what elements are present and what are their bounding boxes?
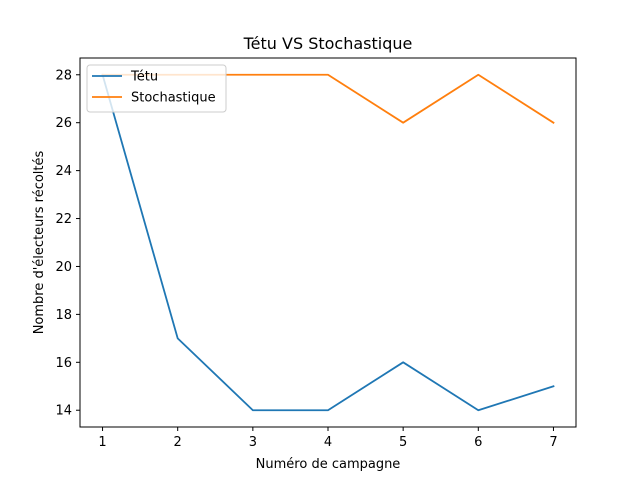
legend-entries: Tétu Stochastique (92, 70, 216, 106)
y-tick-label: 14 (55, 404, 72, 419)
x-tick-label: 4 (324, 435, 332, 450)
series-line-t-tu (101, 73, 555, 412)
legend-label: Stochastique (131, 91, 216, 106)
x-axis-label: Numéro de campagne (256, 457, 401, 472)
legend: Tétu Stochastique (86, 64, 227, 113)
y-tick-label: 26 (55, 116, 72, 131)
x-tick-label: 5 (399, 435, 407, 450)
x-tick-label: 1 (98, 435, 106, 450)
y-tick-label: 24 (55, 164, 72, 179)
x-axis-ticks: 1 2 3 4 5 6 7 (98, 427, 558, 450)
x-tick-label: 6 (474, 435, 482, 450)
y-axis-ticks: 14 16 18 20 22 24 26 28 (55, 68, 80, 419)
y-tick-label: 22 (55, 212, 72, 227)
x-tick-label: 7 (549, 435, 557, 450)
y-axis-label: Nombre d'électeurs récoltés (32, 150, 47, 334)
plot-area: 1 2 3 4 5 6 7 14 16 18 20 22 24 26 28 (55, 57, 577, 450)
y-tick-label: 18 (55, 308, 72, 323)
y-tick-label: 20 (55, 260, 72, 275)
legend-label: Tétu (130, 70, 158, 85)
x-tick-label: 3 (249, 435, 257, 450)
x-tick-label: 2 (174, 435, 182, 450)
chart-title: Tétu VS Stochastique (243, 34, 413, 53)
y-tick-label: 16 (55, 356, 72, 371)
y-tick-label: 28 (55, 68, 72, 83)
